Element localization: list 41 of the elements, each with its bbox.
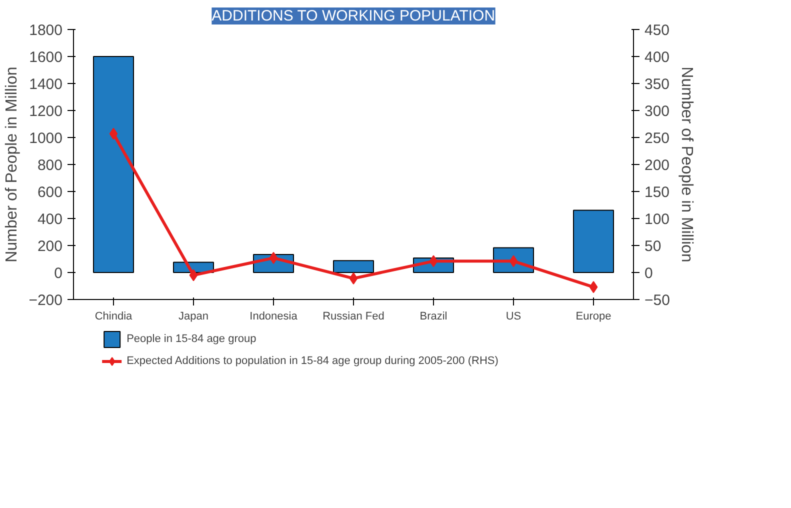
y-tick-label: 800: [37, 157, 63, 174]
x-tick-label: Japan: [178, 310, 208, 322]
bar: [93, 56, 134, 273]
point: [109, 128, 118, 140]
y-tick-label: 1200: [29, 103, 63, 120]
legend-label: Expected Additions to population in 15-84 age group during 2005-200 (RHS): [126, 355, 498, 367]
x-tick-label: Russian Fed: [322, 310, 384, 322]
y2-tick-label: 100: [644, 211, 670, 228]
y2-tick-label: 300: [644, 103, 670, 120]
x-tick-label: Europe: [576, 310, 612, 322]
y-tick-label: 200: [37, 238, 63, 255]
y-tick-label: 0: [54, 265, 62, 282]
y2-tick-label: 50: [644, 238, 662, 255]
y-tick-label: 1000: [29, 130, 63, 147]
x-tick-label: Brazil: [420, 310, 448, 322]
bar: [333, 260, 374, 273]
y2-tick-label: 450: [644, 22, 670, 39]
y-tick-label: 400: [37, 211, 63, 228]
point: [589, 281, 598, 294]
x-tick-label: Indonesia: [250, 310, 298, 322]
y2-tick-label: 200: [644, 157, 670, 174]
y2-tick-label: −50: [644, 292, 670, 309]
y2-tick-label: 250: [644, 130, 670, 147]
y-axis-title: Number of People in Million: [4, 66, 21, 262]
bar: [573, 210, 614, 273]
y-tick-label: −200: [28, 292, 63, 309]
y2-tick-label: 0: [644, 265, 653, 282]
y2-tick-label: 150: [644, 184, 670, 201]
y-tick-label: 600: [37, 184, 63, 201]
y2-axis-title: Number of People in Million: [678, 66, 695, 262]
chart-title: ADDITIONS TO WORKING POPULATION: [212, 8, 496, 24]
point: [189, 269, 198, 282]
y-tick-label: 1800: [29, 22, 63, 39]
y2-tick-label: 350: [644, 76, 670, 93]
y-tick-label: 1600: [29, 49, 63, 66]
x-tick-label: US: [506, 310, 522, 322]
point: [349, 272, 358, 284]
y2-tick-label: 400: [644, 49, 670, 66]
x-tick-label: Chindia: [94, 310, 134, 322]
y-tick-label: 1400: [29, 76, 63, 93]
legend-label: People in 15-84 age group: [126, 333, 256, 345]
